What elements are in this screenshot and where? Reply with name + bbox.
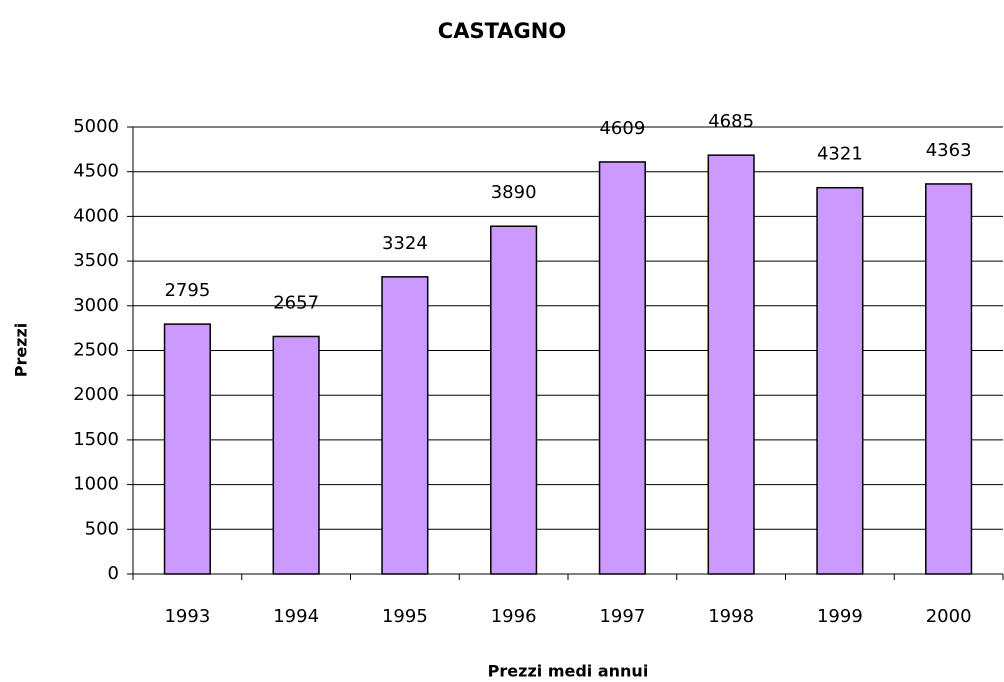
bar [163, 323, 211, 575]
y-tick-label: 2500 [73, 340, 119, 361]
y-tick-label: 500 [85, 518, 119, 539]
x-tick-label: 1996 [491, 606, 537, 627]
y-tick-label: 1500 [73, 429, 119, 450]
data-label: 4363 [926, 140, 972, 161]
y-tick-label: 4500 [73, 161, 119, 182]
data-label: 3324 [382, 233, 428, 254]
data-label: 3890 [491, 182, 537, 203]
data-label: 4321 [817, 144, 863, 165]
data-label: 4685 [708, 111, 754, 132]
bar [272, 335, 320, 575]
x-tick-label: 1995 [382, 606, 428, 627]
y-tick-label: 3000 [73, 295, 119, 316]
bar [490, 225, 538, 575]
data-label: 4609 [599, 118, 645, 139]
y-axis-title: Prezzi [12, 323, 31, 378]
x-tick-label: 1993 [164, 606, 210, 627]
y-tick-label: 2000 [73, 384, 119, 405]
bar [707, 154, 755, 575]
x-axis-title: Prezzi medi annui [488, 662, 649, 681]
data-label: 2795 [164, 280, 210, 301]
x-tick-label: 1994 [273, 606, 319, 627]
x-tick-label: 1998 [708, 606, 754, 627]
bar [925, 183, 973, 575]
x-tick-label: 1997 [599, 606, 645, 627]
bar [598, 161, 646, 575]
data-label: 2657 [273, 292, 319, 313]
bar [381, 276, 429, 575]
y-tick-label: 0 [108, 563, 119, 584]
x-tick-label: 1999 [817, 606, 863, 627]
chart-title: CASTAGNO [438, 19, 566, 43]
y-tick-label: 1000 [73, 474, 119, 495]
x-tick-label: 2000 [926, 606, 972, 627]
y-tick-label: 3500 [73, 250, 119, 271]
y-tick-label: 5000 [73, 116, 119, 137]
bar [816, 186, 864, 575]
y-tick-label: 4000 [73, 205, 119, 226]
